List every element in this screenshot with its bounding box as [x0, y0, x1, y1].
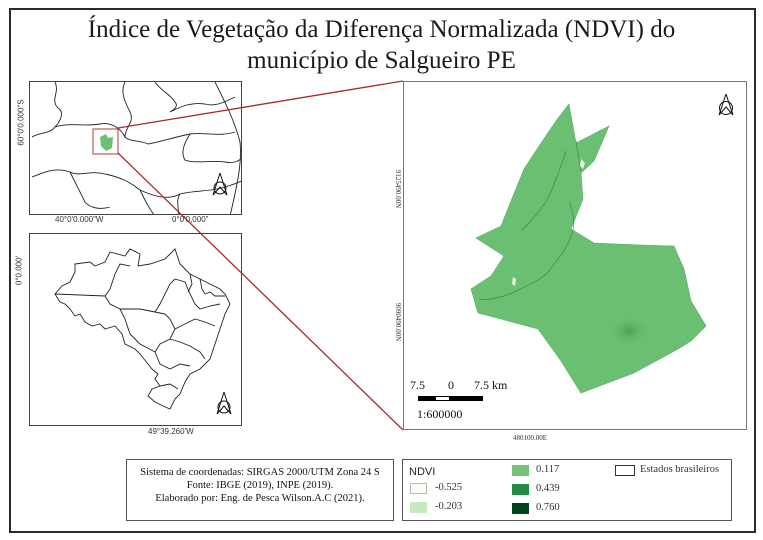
salgueiro-ndvi-raster — [470, 93, 734, 394]
legend-label-2: 0.117 — [536, 464, 560, 475]
legend-swatch-2 — [512, 465, 529, 476]
legend-title: NDVI — [409, 466, 436, 478]
inset-brazil-x-label: 49°39.260'W — [148, 427, 194, 436]
brazil-inset-map — [29, 233, 242, 426]
map-layout-frame — [9, 8, 756, 533]
north-arrow-icon — [718, 93, 734, 116]
coordinate-system-text: Sistema de coordenadas: SIRGAS 2000/UTM … — [140, 467, 380, 478]
inset-ne-x-label-left: 40°0'0.000"W — [55, 215, 104, 224]
legend-swatch-1 — [410, 502, 427, 513]
main-map-x-label: 480100.00E — [513, 434, 548, 442]
title-line-1: Índice de Vegetação da Diferença Normali… — [87, 16, 676, 43]
salgueiro-highlight — [100, 134, 113, 151]
main-map-y-label-bottom: 9090490.00N — [394, 302, 402, 342]
legend-swatch-4 — [512, 503, 529, 514]
scale-label-left: 7.5 — [410, 378, 425, 392]
author-text: Elaborado por: Eng. de Pesca Wilson.A.C … — [155, 493, 365, 504]
main-map-y-label-top: 9125490.00N — [394, 169, 402, 209]
map-title: Índice de Vegetação da Diferença Normali… — [0, 14, 763, 76]
legend-swatch-0 — [410, 483, 427, 494]
main-ndvi-map — [403, 81, 747, 430]
map-legend: NDVI -0.525 -0.203 0.117 0.439 0.760 Est… — [402, 459, 732, 521]
inset-ne-x-label-right: 0°0'0,000" — [172, 215, 209, 224]
legend-label-3: 0.439 — [536, 483, 560, 494]
inset-brazil-y-label: 0°0.000' — [14, 255, 24, 286]
scale-label-right: 7.5 km — [474, 378, 508, 392]
legend-label-states: Estados brasileiros — [640, 464, 720, 475]
north-arrow-icon — [212, 172, 228, 196]
inset-ne-y-label: 60°0'0.000"S — [16, 99, 26, 146]
scale-bar — [418, 396, 483, 401]
legend-label-1: -0.203 — [435, 501, 463, 512]
north-arrow-icon — [216, 391, 232, 415]
brazil-state-boundaries — [54, 248, 232, 415]
source-text: Fonte: IBGE (2019), INPE (2019). — [186, 480, 334, 491]
map-info-box: Sistema de coordenadas: SIRGAS 2000/UTM … — [126, 459, 394, 521]
regional-state-boundaries — [31, 82, 241, 214]
regional-inset-map — [29, 81, 242, 215]
title-line-2: município de Salgueiro PE — [247, 47, 516, 74]
legend-label-4: 0.760 — [536, 502, 560, 513]
legend-swatch-states — [615, 465, 635, 476]
legend-label-0: -0.525 — [435, 482, 463, 493]
study-area-box — [92, 128, 119, 155]
scale-label-mid: 0 — [448, 378, 454, 392]
scale-ratio: 1:600000 — [417, 407, 463, 421]
legend-swatch-3 — [512, 484, 529, 495]
